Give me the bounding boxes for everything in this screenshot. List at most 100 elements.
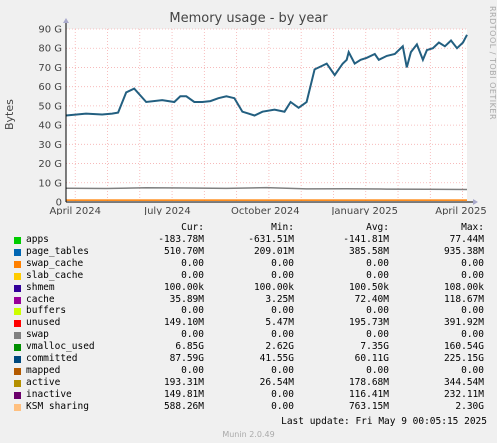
legend-max: 0.00 <box>461 305 484 317</box>
legend-swatch <box>14 260 21 268</box>
legend-row-mapped: mapped 0.00 0.00 0.00 0.00 <box>14 365 494 377</box>
legend-min: 209.01M <box>253 245 294 257</box>
legend-min: 0.00 <box>271 388 294 400</box>
legend-min: 0.00 <box>271 305 294 317</box>
legend-cur: 149.81M <box>163 388 204 400</box>
y-tick-label: 80 G <box>38 44 62 55</box>
header-cur: Cur: <box>181 222 204 233</box>
legend-row-buffers: buffers 0.00 0.00 0.00 0.00 <box>14 305 494 317</box>
legend-swatch <box>14 308 21 316</box>
legend-avg: 195.73M <box>348 317 389 329</box>
y-tick-label: 10 G <box>38 178 62 189</box>
legend-avg: 0.00 <box>366 329 389 341</box>
legend-cur: 100.00k <box>163 281 204 293</box>
legend-cur: 0.00 <box>181 257 204 269</box>
legend-cur: 0.00 <box>181 305 204 317</box>
legend-max: 344.54M <box>443 376 484 388</box>
legend-cur: 193.31M <box>163 376 204 388</box>
x-tick-label: April 2024 <box>49 206 100 215</box>
legend-name: unused <box>26 317 61 329</box>
legend-swatch <box>14 320 21 328</box>
y-tick-label: 60 G <box>38 82 62 93</box>
legend-header: Cur: Min: Avg: Max: <box>14 222 494 234</box>
y-tick-label: 50 G <box>38 101 62 112</box>
legend-name: buffers <box>26 305 67 317</box>
legend-avg: -141.81M <box>343 234 389 245</box>
header-min: Min: <box>271 222 294 233</box>
x-tick-label: April 2025 <box>435 206 486 215</box>
munin-version: Munin 2.0.49 <box>222 430 275 439</box>
x-tick-label: October 2024 <box>231 206 300 215</box>
legend-name: vmalloc_used <box>26 341 95 353</box>
legend-swatch <box>14 284 21 292</box>
y-axis-arrow <box>63 18 69 23</box>
legend-row-swap_cache: swap_cache 0.00 0.00 0.00 0.00 <box>14 258 494 270</box>
legend-max: 232.11M <box>443 388 484 400</box>
legend-cur: -183.78M <box>158 234 204 245</box>
legend-cur: 0.00 <box>181 364 204 376</box>
legend-swatch <box>14 332 21 340</box>
y-tick-label: 70 G <box>38 63 62 74</box>
legend-avg: 116.41M <box>348 388 389 400</box>
legend-avg: 72.40M <box>354 293 389 305</box>
legend-max: 391.92M <box>443 317 484 329</box>
legend-name: KSM sharing <box>26 400 89 412</box>
legend-min: 0.00 <box>271 364 294 376</box>
rrdtool-credit: RRDTOOL / TOBI OETIKER <box>488 6 497 121</box>
y-tick-label: 0 <box>56 198 62 209</box>
legend-max: 0.00 <box>461 257 484 269</box>
legend-max: 0.00 <box>461 364 484 376</box>
legend-name: cache <box>26 293 55 305</box>
x-tick-label: July 2024 <box>143 206 191 215</box>
legend-avg: 178.68M <box>348 376 389 388</box>
last-update: Last update: Fri May 9 00:05:15 2025 <box>281 416 487 427</box>
legend-max: 160.54G <box>443 341 484 353</box>
y-tick-label: 90 G <box>38 25 62 36</box>
legend-min: -631.51M <box>248 234 294 245</box>
legend-swatch <box>14 248 21 256</box>
series-line-apps <box>65 186 468 191</box>
legend-cur: 6.85G <box>175 341 204 353</box>
legend-cur: 87.59G <box>169 353 204 364</box>
legend-row-committed: committed 87.59G 41.55G 60.11G 225.15G <box>14 353 494 365</box>
legend-name: apps <box>26 234 49 245</box>
legend-max: 118.67M <box>443 293 484 305</box>
legend-swatch <box>14 296 21 304</box>
legend-max: 225.15G <box>443 353 484 364</box>
legend-name: page_tables <box>26 245 89 257</box>
legend-row-active: active 193.31M 26.54M 178.68M 344.54M <box>14 377 494 389</box>
legend-max: 935.38M <box>443 245 484 257</box>
legend-name: mapped <box>26 364 61 376</box>
legend-row-page_tables: page_tables 510.70M 209.01M 385.58M 935.38M <box>14 246 494 258</box>
legend-row-inactive: inactive 149.81M 0.00 116.41M 232.11M <box>14 389 494 401</box>
legend-max: 2.30G <box>455 400 484 412</box>
legend-max: 0.00 <box>461 269 484 281</box>
series-line-committed <box>65 34 468 117</box>
legend-avg: 60.11G <box>354 353 389 364</box>
legend-row-cache: cache 35.89M 3.25M 72.40M 118.67M <box>14 294 494 306</box>
legend-name: swap <box>26 329 49 341</box>
legend-swatch <box>14 272 21 280</box>
chart-plot: 0 10 G 20 G 30 G 40 G 50 G 60 G 70 G 80 G 90 G Apr… <box>38 18 487 215</box>
legend-min: 0.00 <box>271 329 294 341</box>
plot-area <box>66 29 467 202</box>
legend-name: shmem <box>26 281 55 293</box>
legend-min: 3.25M <box>265 293 294 305</box>
legend-min: 0.00 <box>271 269 294 281</box>
legend-min: 100.00k <box>253 281 294 293</box>
legend-cur: 0.00 <box>181 329 204 341</box>
legend-min: 0.00 <box>271 257 294 269</box>
legend-name: inactive <box>26 388 72 400</box>
legend-name: slab_cache <box>26 269 84 281</box>
legend-swatch <box>14 237 21 244</box>
legend-swatch <box>14 379 21 387</box>
legend-max: 0.00 <box>461 329 484 341</box>
legend-cur: 35.89M <box>169 293 204 305</box>
legend-row-unused: unused 149.10M 5.47M 195.73M 391.92M <box>14 317 494 329</box>
legend-cur: 588.26M <box>163 400 204 412</box>
legend-avg: 100.50k <box>348 281 389 293</box>
legend-name: active <box>26 376 61 388</box>
header-avg: Avg: <box>366 222 389 233</box>
legend-avg: 0.00 <box>366 269 389 281</box>
legend-swatch <box>14 367 21 375</box>
